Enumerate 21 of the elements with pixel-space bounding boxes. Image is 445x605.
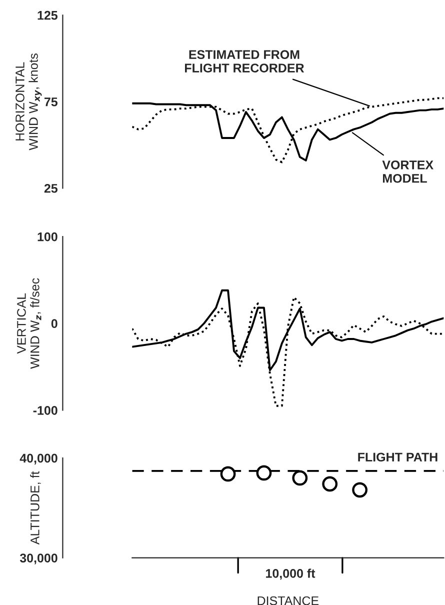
- point: [352, 482, 368, 498]
- y-tick-label: 30,000: [20, 554, 58, 564]
- y-tick-label: 40,000: [20, 454, 58, 464]
- y-axis-title: ALTITUDE, ft: [30, 471, 41, 545]
- y-tick-label: 125: [38, 10, 58, 20]
- point: [322, 476, 338, 492]
- y-axis-title: VERTICAL WIND W$_{z}$, ft/sec: [17, 278, 42, 369]
- y-tick-label: 100: [38, 232, 58, 242]
- x-axis-title: DISTANCE: [258, 596, 319, 605]
- y-axis-title: HORIZONTAL WIND W$_{xy}$, knots: [16, 53, 42, 150]
- y-tick-label: 25: [44, 184, 58, 193]
- series-label: FLIGHT PATH: [358, 452, 438, 462]
- y-tick-label: 0: [51, 319, 58, 328]
- annotation: ESTIMATED FROM FLIGHT RECORDER: [185, 50, 304, 72]
- point: [292, 470, 308, 486]
- point: [220, 466, 236, 482]
- y-tick-label: -100: [33, 406, 58, 415]
- point: [256, 465, 272, 481]
- annotation: VORTEX MODEL: [382, 160, 434, 183]
- y-tick-label: 75: [44, 98, 58, 106]
- text: 10,000 ft: [266, 568, 316, 580]
